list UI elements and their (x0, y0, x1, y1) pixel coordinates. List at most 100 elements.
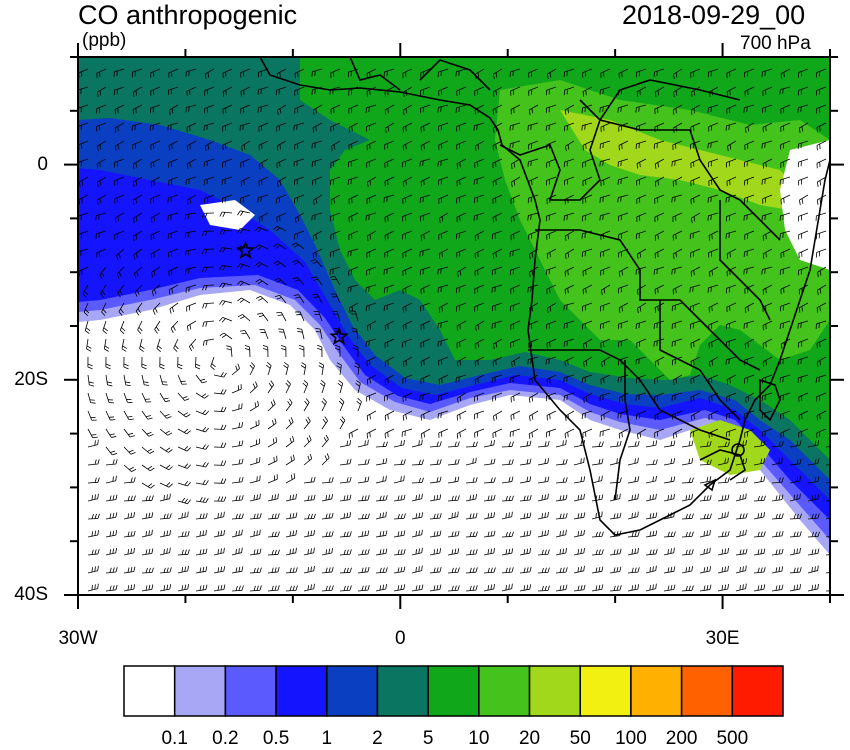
wind-barb (673, 86, 683, 98)
wind-barb (753, 531, 766, 538)
wind-barb (618, 284, 629, 294)
wind-barb (105, 392, 114, 404)
wind-barb (276, 212, 287, 223)
wind-barb (699, 459, 712, 466)
wind-barb (671, 194, 683, 203)
wind-barb (177, 356, 183, 370)
wind-barb (141, 482, 155, 489)
wind-barb (204, 68, 215, 79)
wind-barb (780, 284, 791, 295)
wind-barb (816, 356, 827, 367)
wind-barb (292, 259, 305, 268)
wind-barb (582, 266, 593, 277)
wind-barb (510, 104, 521, 115)
colorbar-label: 0.5 (262, 728, 290, 749)
wind-barb (299, 344, 305, 358)
wind-barb (491, 302, 503, 312)
wind-barb (102, 320, 108, 334)
wind-barb (393, 459, 406, 466)
wind-barb (375, 495, 388, 502)
wind-barb (807, 440, 820, 448)
wind-barb (591, 584, 604, 592)
wind-barb (707, 284, 719, 293)
wind-barb (617, 104, 629, 113)
wind-barb (177, 549, 190, 556)
wind-barb (726, 212, 737, 222)
wind-barb (402, 392, 413, 403)
wind-barb (419, 266, 431, 276)
wind-barb (339, 476, 352, 484)
wind-barb (285, 454, 295, 466)
wind-barb (285, 417, 294, 430)
wind-barb (779, 320, 791, 329)
wind-barb (600, 68, 611, 79)
wind-barb (663, 531, 676, 538)
wind-barb (798, 284, 809, 295)
wind-barb (771, 548, 784, 556)
wind-barb (816, 230, 827, 240)
wind-barb (681, 549, 694, 556)
wind-barb (681, 531, 694, 538)
wind-barb (231, 513, 244, 520)
wind-barb (249, 400, 259, 412)
wind-barb (159, 428, 173, 436)
pressure-level-label: 700 hPa (740, 33, 811, 54)
wind-barb (285, 493, 297, 502)
wind-barb (492, 176, 503, 187)
wind-barb (563, 86, 575, 96)
wind-barb (267, 567, 280, 574)
wind-barb (762, 302, 773, 313)
wind-barb (285, 585, 298, 592)
wind-barb (816, 140, 827, 151)
wind-barb (581, 248, 593, 258)
wind-barb (779, 392, 791, 402)
wind-barb (581, 122, 593, 131)
wind-barb (338, 398, 345, 412)
wind-barb (725, 356, 737, 365)
wind-barb (771, 566, 784, 574)
wind-barb (366, 410, 377, 421)
wind-barb (707, 194, 719, 203)
wind-barb (537, 476, 550, 484)
wind-barb (336, 362, 342, 376)
wind-barb (672, 410, 683, 420)
wind-barb (779, 86, 791, 95)
wind-barb (97, 176, 107, 188)
wind-barb (627, 531, 640, 538)
wind-barb (437, 320, 449, 329)
wind-barb (456, 428, 467, 439)
wind-barb (267, 380, 275, 394)
wind-barb (529, 266, 539, 278)
wind-barb (82, 284, 89, 298)
wind-barb (237, 228, 251, 234)
wind-barb (275, 86, 287, 96)
wind-barb (708, 428, 719, 439)
wind-barb (761, 212, 773, 221)
wind-barb (600, 410, 611, 421)
wind-barb (627, 476, 640, 484)
wind-barb (347, 284, 359, 293)
wind-barb (492, 140, 503, 151)
colorbar-swatch (275, 665, 328, 717)
wind-barb (762, 284, 773, 295)
wind-barb (249, 529, 261, 538)
wind-barb (339, 549, 352, 556)
wind-barb (159, 493, 171, 502)
wind-barb (474, 266, 485, 277)
wind-barb (96, 68, 107, 79)
wind-barb (273, 260, 287, 268)
wind-barb (339, 440, 352, 448)
wind-barb (78, 176, 89, 187)
wind-barb (132, 140, 143, 150)
wind-barb (591, 494, 604, 502)
wind-barb (564, 410, 575, 422)
wind-barb (222, 158, 233, 168)
wind-barb (780, 338, 791, 349)
wind-barb (150, 176, 161, 187)
wind-barb (817, 284, 827, 296)
wind-barb (529, 410, 539, 422)
wind-barb (167, 194, 179, 203)
wind-barb (249, 362, 255, 376)
wind-barb (735, 548, 748, 556)
wind-barb (258, 122, 269, 132)
